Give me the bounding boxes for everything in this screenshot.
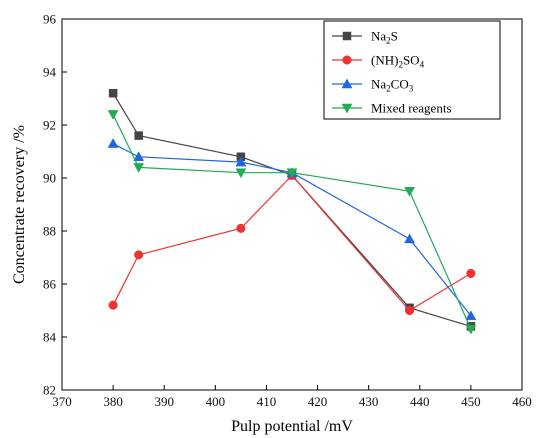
legend-marker (341, 103, 353, 114)
legend-item: Na2CO3 (332, 77, 414, 94)
series-line (112, 174, 472, 312)
data-point (107, 110, 119, 120)
legend-box (323, 20, 501, 120)
y-tick-label: 90 (43, 171, 56, 186)
series-line (112, 143, 472, 317)
legend-label: Na2S (371, 29, 398, 46)
y-axis-title: Concentrate recovery /% (11, 125, 28, 284)
data-point (405, 305, 415, 316)
legend-item: Na2S (332, 29, 398, 46)
x-tick-label: 450 (461, 394, 481, 409)
legend-item: (NH)2SO4 (332, 53, 425, 70)
series-layer (107, 88, 477, 335)
data-point (465, 324, 477, 335)
data-point (133, 151, 145, 162)
data-point (235, 156, 247, 167)
y-tick-label: 92 (43, 118, 56, 133)
data-point (236, 223, 246, 233)
x-tick-label: 460 (512, 394, 532, 409)
x-tick-label: 430 (359, 394, 379, 409)
data-point (107, 138, 119, 148)
x-axis: 370 380 390 400 410 420 430 440 450 460 (52, 385, 532, 409)
x-tick-label: 440 (410, 394, 430, 409)
legend-item: Mixed reagents (332, 101, 452, 116)
data-point (235, 168, 247, 179)
x-tick-label: 380 (103, 394, 123, 409)
series-line (112, 92, 472, 327)
data-point (404, 233, 415, 244)
legend: Na2S (NH)2SO4 Na2CO3 Mixed reagents (323, 20, 501, 120)
legend-label: Mixed reagents (371, 101, 452, 116)
data-point (466, 268, 476, 278)
series-na2s (108, 88, 476, 331)
plot-frame (61, 18, 523, 391)
data-point (286, 168, 298, 179)
y-tick-label: 86 (43, 277, 57, 292)
series-line (112, 114, 472, 330)
series-nh-2so4 (108, 170, 476, 316)
data-point (134, 250, 144, 260)
legend-label: Na2CO3 (371, 77, 414, 94)
data-point (404, 187, 415, 197)
x-tick-label: 410 (257, 394, 277, 409)
x-tick-label: 390 (154, 394, 174, 409)
y-tick-label: 96 (43, 12, 57, 27)
series-na2co3 (107, 138, 477, 321)
y-axis: 82 84 86 88 90 92 94 96 (43, 12, 67, 398)
x-tick-label: 400 (206, 394, 226, 409)
legend-marker (342, 55, 352, 65)
data-point (465, 310, 477, 321)
data-point (108, 88, 118, 98)
y-tick-label: 82 (43, 383, 56, 398)
x-tick-label: 420 (308, 394, 328, 409)
data-point (133, 163, 145, 173)
y-tick-label: 94 (43, 65, 57, 80)
series-mixed-reagents (107, 110, 477, 335)
plot-border (61, 18, 523, 391)
y-tick-label: 84 (43, 330, 57, 345)
x-tick-label: 370 (52, 394, 72, 409)
data-point (108, 300, 118, 310)
legend-label: (NH)2SO4 (371, 53, 425, 70)
legend-marker (341, 78, 353, 89)
y-tick-label: 88 (43, 224, 56, 239)
data-point (134, 131, 143, 140)
x-axis-title: Pulp potential /mV (231, 418, 353, 435)
legend-marker (342, 31, 352, 41)
